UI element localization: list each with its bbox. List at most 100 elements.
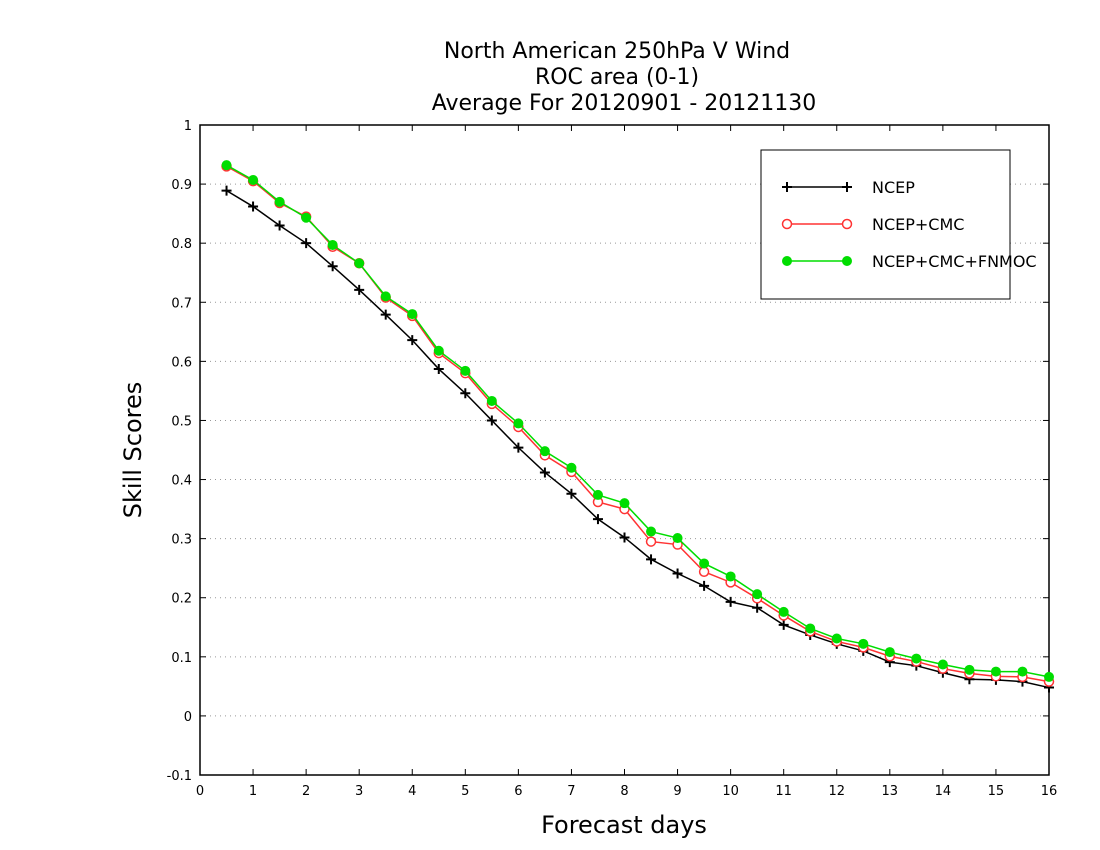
chart-title-line-1: North American 250hPa V Wind	[444, 39, 790, 64]
data-point	[672, 568, 683, 579]
legend-item: NCEP+CMC	[781, 215, 964, 234]
data-point	[513, 442, 524, 453]
x-tick-label: 8	[620, 784, 628, 799]
data-point	[327, 261, 338, 272]
x-tick-label: 12	[828, 784, 845, 799]
y-tick-label: 0.3	[171, 533, 192, 548]
data-point	[380, 309, 391, 320]
data-point	[725, 596, 736, 607]
y-tick-label: 0	[184, 710, 192, 725]
data-point	[274, 220, 285, 231]
x-tick-label: 15	[988, 784, 1005, 799]
chart-title: North American 250hPa V Wind ROC area (0…	[432, 39, 817, 116]
x-axis: 0 1 2 3 4 5 6 7 8 9 10 11 12 13 14 15 16	[196, 125, 1057, 799]
data-point	[592, 514, 603, 525]
x-tick-label: 1	[249, 784, 257, 799]
data-point	[858, 638, 869, 649]
legend-marker	[781, 218, 793, 230]
x-tick-label: 0	[196, 784, 204, 799]
data-point	[566, 488, 577, 499]
x-tick-label: 16	[1041, 784, 1058, 799]
data-point	[884, 647, 895, 658]
y-axis-title: Skill Scores	[119, 382, 147, 519]
y-tick-label: 0.2	[171, 592, 192, 607]
data-point	[619, 498, 630, 509]
data-point	[539, 446, 550, 457]
chart-title-line-2: ROC area (0-1)	[535, 65, 699, 90]
data-point	[486, 395, 497, 406]
data-point	[460, 365, 471, 376]
data-point	[433, 364, 444, 375]
data-point	[778, 619, 789, 630]
legend-marker	[782, 182, 792, 192]
x-tick-label: 5	[461, 784, 469, 799]
data-point	[592, 489, 603, 500]
legend-label: NCEP+CMC	[872, 215, 964, 234]
x-tick-label: 13	[882, 784, 899, 799]
data-point	[672, 533, 683, 544]
y-tick-label: 1	[184, 119, 192, 134]
data-point	[698, 566, 710, 577]
data-point	[831, 633, 842, 644]
x-tick-label: 7	[567, 784, 575, 799]
data-point	[1044, 671, 1054, 682]
series-layer	[221, 160, 1055, 693]
data-point	[407, 335, 418, 346]
y-tick-label: 0.1	[171, 651, 192, 666]
x-tick-label: 2	[302, 784, 310, 799]
data-point	[407, 309, 418, 320]
legend-marker	[841, 218, 853, 230]
y-tick-label: 0.7	[171, 296, 192, 311]
data-point	[778, 606, 789, 617]
legend-marker	[842, 182, 852, 192]
y-tick-label: 0.9	[171, 178, 192, 193]
data-point	[990, 666, 1001, 677]
data-point	[354, 258, 365, 269]
data-point	[646, 554, 657, 565]
data-point	[645, 536, 657, 547]
data-point	[433, 345, 444, 356]
data-point	[248, 201, 259, 212]
data-point	[699, 558, 710, 569]
x-tick-label: 3	[355, 784, 363, 799]
x-tick-label: 11	[775, 784, 792, 799]
data-point	[221, 185, 232, 196]
legend-item: NCEP	[782, 178, 915, 197]
legend-marker	[842, 256, 852, 266]
data-point	[460, 388, 471, 399]
x-axis-title: Forecast days	[541, 811, 707, 839]
data-point	[301, 212, 312, 223]
legend-label: NCEP	[872, 178, 915, 197]
data-point	[539, 467, 550, 478]
data-point	[1017, 666, 1028, 677]
data-point	[752, 589, 763, 600]
legend-label: NCEP+CMC+FNMOC	[872, 252, 1037, 271]
y-tick-label: -0.1	[167, 769, 192, 784]
data-point	[221, 160, 232, 171]
x-tick-label: 9	[673, 784, 681, 799]
data-point	[301, 238, 312, 249]
legend-item: NCEP+CMC+FNMOC	[782, 252, 1037, 271]
data-point	[486, 415, 497, 426]
data-point	[646, 526, 657, 537]
x-tick-label: 6	[514, 784, 522, 799]
x-tick-label: 4	[408, 784, 416, 799]
data-point	[725, 571, 736, 582]
series-ncep-plus-cmc-plus-fnmoc	[221, 160, 1054, 682]
y-tick-label: 0.8	[171, 237, 192, 252]
data-point	[327, 239, 338, 250]
data-point	[964, 664, 975, 675]
y-tick-label: 0.4	[171, 474, 192, 489]
data-point	[752, 602, 763, 613]
data-point	[248, 174, 259, 185]
x-tick-label: 14	[935, 784, 952, 799]
data-point	[354, 284, 365, 295]
y-axis: -0.1 0 0.1 0.2 0.3 0.4 0.5 0.6 0.7 0.8 0.9 1	[167, 119, 1049, 784]
chart-title-line-3: Average For 20120901 - 20121130	[432, 91, 817, 116]
data-point	[699, 580, 710, 591]
legend: NCEP NCEP+CMC NCEP+CMC+FNMOC	[760, 149, 1037, 300]
x-tick-label: 10	[722, 784, 739, 799]
data-point	[619, 532, 630, 543]
data-point	[937, 659, 948, 670]
